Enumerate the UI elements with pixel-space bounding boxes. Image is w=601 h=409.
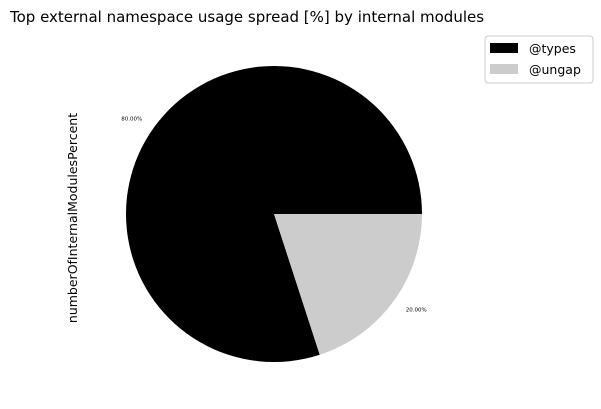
legend-swatch	[490, 43, 518, 53]
pie-percent-label: 20.00%	[406, 308, 427, 314]
legend-label: @ungap	[529, 62, 581, 77]
pie-slice-types	[126, 66, 422, 363]
pie-percent-label: 80.00%	[121, 116, 142, 122]
pie-slices	[126, 66, 422, 363]
pie-slice-ungap	[274, 214, 422, 355]
legend-label: @types	[529, 41, 576, 56]
y-axis-label: numberOfInternalModulesPercent	[65, 113, 80, 323]
chart-title: Top external namespace usage spread [%] …	[9, 8, 484, 26]
legend-swatch	[490, 64, 518, 74]
legend: @types @ungap	[484, 35, 594, 84]
pie-percent-labels: 80.00% 20.00%	[121, 116, 426, 313]
